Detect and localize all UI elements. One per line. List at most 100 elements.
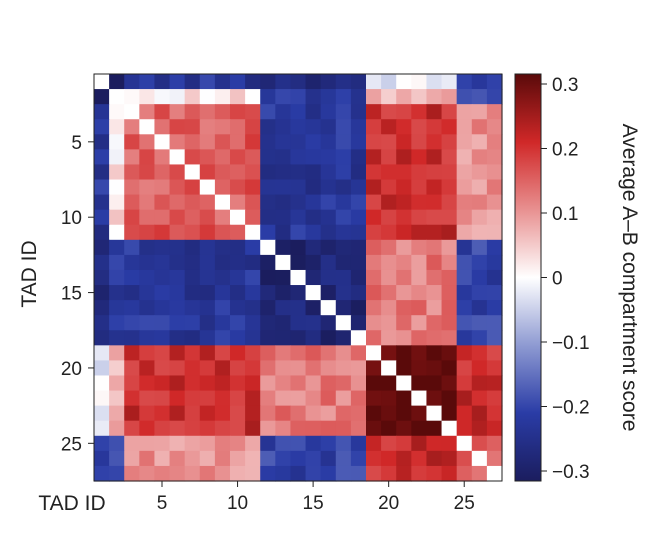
heatmap-cell [426,360,443,377]
heatmap-cell [275,360,292,377]
heatmap-cell [94,239,110,256]
heatmap-cell [411,405,428,422]
heatmap-cell [456,224,473,241]
heatmap-cell [441,360,458,377]
heatmap-cell [426,239,443,256]
heatmap-cell [471,74,488,90]
heatmap-cell [109,104,125,120]
heatmap-cell [396,269,412,286]
heatmap-cell [396,315,412,331]
heatmap-cell [381,209,397,226]
heatmap-cell [199,164,216,181]
heatmap-cell [335,149,352,166]
heatmap-cell [381,134,397,150]
heatmap-cell [320,239,337,256]
heatmap-cell [456,164,473,181]
heatmap-cell [290,104,307,120]
heatmap-cell [230,315,246,331]
heatmap-cell [260,89,276,105]
heatmap-cell [94,104,110,120]
heatmap-cell [169,345,186,361]
heatmap-cell [486,315,503,331]
heatmap-cell [366,179,382,196]
heatmap-cell [124,254,140,271]
heatmap-cell [94,300,110,316]
heatmap-cell [290,315,307,331]
heatmap-cell [350,435,367,452]
heatmap-cell [230,330,246,346]
heatmap-cell [441,450,458,467]
heatmap-cell [260,360,276,377]
heatmap-cell [471,254,488,271]
heatmap-cell [335,450,352,467]
heatmap-cell [169,450,186,467]
heatmap-cell [214,239,231,256]
heatmap-cell [94,269,110,286]
heatmap-cell [381,420,397,437]
heatmap-cell [486,164,503,181]
heatmap-cell [320,315,337,331]
heatmap-cell [245,375,261,392]
heatmap-cell [335,390,352,407]
heatmap-cell [471,239,488,256]
heatmap-cell [154,315,171,331]
x-axis-ticks: 5 10 15 20 25 [157,481,475,514]
heatmap-cell [245,405,261,422]
heatmap-cell [214,134,231,150]
heatmap-cell [441,330,458,346]
heatmap-cell [275,405,292,422]
heatmap-cell [109,360,125,377]
heatmap-cell [486,254,503,271]
heatmap-cell [486,269,503,286]
heatmap-cell [366,134,382,150]
heatmap-cell [411,465,428,482]
heatmap-cell [381,375,397,392]
heatmap-cell [184,74,201,90]
heatmap-cell [139,390,156,407]
heatmap-cell [381,89,397,105]
heatmap-cell [320,300,337,316]
heatmap-cell [214,405,231,422]
heatmap-cell [199,269,216,286]
heatmap-cell [426,330,443,346]
heatmap-cell [411,330,428,346]
heatmap-cell [260,435,276,452]
heatmap-cell [154,285,171,301]
heatmap-cell [199,285,216,301]
heatmap-cell [154,269,171,286]
heatmap-cell [471,89,488,105]
heatmap-cell [486,74,503,90]
heatmap-cell [441,149,458,166]
heatmap-cell [350,300,367,316]
heatmap-cell [290,345,307,361]
heatmap-cell [456,465,473,482]
heatmap-cell [350,119,367,135]
heatmap-cell [124,134,140,150]
heatmap-cell [471,194,488,211]
heatmap-cell [366,345,382,361]
heatmap-cell [290,300,307,316]
heatmap-cell [260,345,276,361]
heatmap-cell [426,390,443,407]
heatmap-cells [94,74,503,482]
heatmap-cell [411,104,428,120]
heatmap-cell [139,300,156,316]
heatmap-cell [471,119,488,135]
heatmap-cell [275,164,292,181]
heatmap-cell [320,450,337,467]
heatmap-cell [230,254,246,271]
heatmap-cell [94,149,110,166]
heatmap-cell [335,89,352,105]
heatmap-cell [184,360,201,377]
heatmap-cell [456,239,473,256]
heatmap-cell [245,209,261,226]
heatmap-cell [109,239,125,256]
heatmap-cell [290,465,307,482]
heatmap-cell [169,420,186,437]
heatmap-cell [456,119,473,135]
heatmap-cell [245,194,261,211]
heatmap-cell [426,450,443,467]
heatmap-cell [320,285,337,301]
heatmap-cell [471,375,488,392]
heatmap-cell [94,134,110,150]
